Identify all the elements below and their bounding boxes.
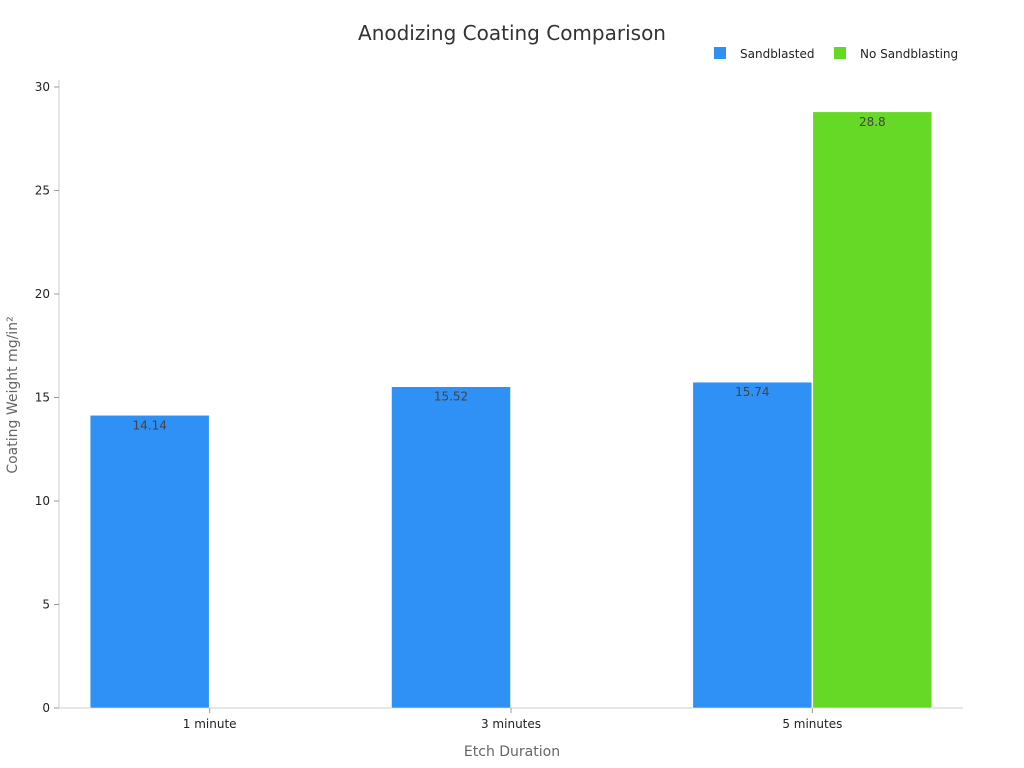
x-tick-label: 5 minutes [782,717,842,731]
x-axis: 1 minute 3 minutes 5 minutes [59,707,963,731]
bar-value-label: 15.52 [434,390,468,404]
x-tick-label: 1 minute [183,717,237,731]
data-labels: 14.14 15.52 15.74 28.8 [132,115,885,432]
legend-item[interactable]: Sandblasted [714,47,814,61]
bar-sandblasted[interactable] [391,386,511,709]
bar-no-sandblasting[interactable] [812,111,933,709]
y-tick-label: 0 [42,701,50,715]
bar-value-label: 28.8 [859,115,886,129]
legend: Sandblasted No Sandblasting [714,47,958,61]
y-axis-title: Coating Weight mg/in² [5,316,21,473]
y-tick-label: 5 [42,598,50,612]
chart-title: Anodizing Coating Comparison [358,21,666,45]
bar-sandblasted[interactable] [89,415,210,709]
y-tick-label: 20 [35,287,50,301]
bar-value-label: 15.74 [735,385,769,399]
x-axis-title: Etch Duration [464,744,560,760]
legend-swatch [834,47,846,59]
y-axis: 0 5 10 15 20 25 30 [35,80,60,715]
legend-swatch [714,47,726,59]
legend-label: No Sandblasting [860,47,958,61]
bars [89,111,933,709]
y-tick-label: 25 [35,184,50,198]
y-tick-label: 10 [35,494,50,508]
x-tick-label: 3 minutes [481,717,541,731]
y-tick-label: 15 [35,391,50,405]
y-tick-label: 30 [35,80,50,94]
legend-label: Sandblasted [740,47,814,61]
legend-item[interactable]: No Sandblasting [834,47,958,61]
bar-sandblasted[interactable] [692,381,813,709]
bar-value-label: 14.14 [132,418,166,432]
